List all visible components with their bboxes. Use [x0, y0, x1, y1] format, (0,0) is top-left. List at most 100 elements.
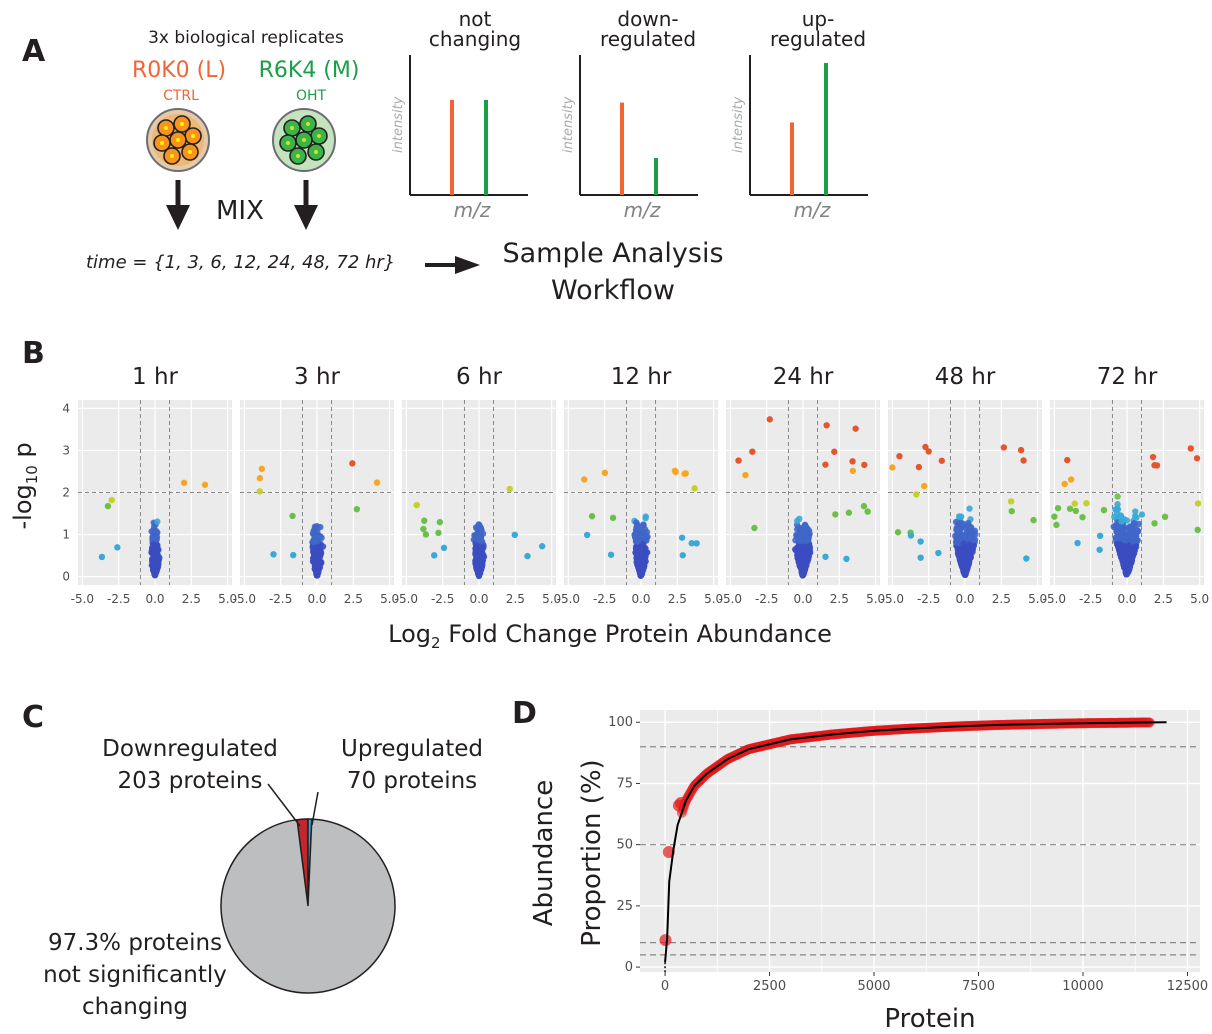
volcano-point — [637, 533, 645, 540]
volcano-point — [314, 558, 321, 565]
mix-label: MIX — [216, 196, 264, 226]
panel-a-schematic — [146, 108, 480, 274]
volcano-point — [256, 488, 264, 495]
volcano-y-tick: 0 — [62, 570, 70, 584]
volcano-x-tick: -5.0 — [233, 592, 256, 606]
medium-peak — [654, 158, 658, 195]
spectrum-ylabel: intensity — [561, 96, 576, 153]
volcano-point — [104, 502, 112, 510]
volcano-point — [312, 538, 319, 545]
volcano-point — [845, 509, 853, 516]
volcano-point — [1114, 506, 1122, 513]
volcano-point — [688, 540, 695, 547]
volcano-point — [1114, 493, 1121, 500]
volcano-point — [643, 528, 651, 536]
volcano-point — [201, 481, 209, 488]
volcano-point — [478, 544, 486, 551]
abundance-y-tick: 25 — [616, 899, 633, 914]
pie-slice-3 — [220, 818, 396, 994]
down-leader-line — [267, 783, 301, 827]
volcano-point — [922, 443, 929, 451]
volcano-point — [108, 496, 115, 504]
volcano-point — [1096, 546, 1103, 553]
volcano-point — [843, 555, 850, 563]
volcano-point — [316, 551, 323, 558]
volcano-point — [735, 457, 742, 464]
volcano-point — [1113, 522, 1120, 529]
spectrum-plot-2: intensity m/z — [561, 55, 698, 222]
volcano-x-tick: -2.5 — [269, 592, 292, 606]
volcano-point — [148, 549, 155, 556]
volcano-point — [98, 553, 106, 561]
volcano-point — [749, 448, 756, 455]
pie-chart — [220, 783, 396, 994]
volcano-point — [935, 549, 942, 557]
volcano-point — [1020, 457, 1027, 464]
volcano-point — [679, 552, 686, 559]
volcano-point — [349, 460, 356, 467]
abundance-y-tick: 75 — [616, 776, 633, 791]
volcano-point — [860, 502, 868, 510]
volcano-x-tick: 2.5 — [992, 592, 1011, 606]
volcano-point — [435, 529, 442, 537]
volcano-point — [861, 461, 868, 469]
volcano-point — [1126, 562, 1133, 570]
light-peak — [450, 99, 454, 195]
volcano-point — [1064, 456, 1071, 464]
volcano-plots: 1 hr -5.0 -2.5 0.0 2.5 5.0 0 1 2 3 4 3 hr -5.0 -2.5 0.… — [62, 364, 1210, 606]
volcano-point — [1053, 521, 1060, 529]
volcano-panel-3: 6 hr -5.0 -2.5 0.0 2.5 5.0 — [395, 364, 562, 606]
volcano-point — [1135, 520, 1143, 528]
volcano-point — [431, 552, 438, 559]
volcano-point — [413, 501, 420, 509]
volcano-point — [373, 479, 381, 486]
volcano-panel-7: 72 hr -5.0 -2.5 0.0 2.5 5.0 — [1043, 364, 1210, 606]
volcano-point — [581, 476, 588, 483]
volcano-point — [150, 554, 157, 561]
volcano-x-tick: -5.0 — [395, 592, 418, 606]
volcano-point — [149, 527, 157, 534]
abundance-x-tick: 2500 — [753, 979, 786, 994]
volcano-point — [1115, 534, 1123, 541]
volcano-point — [822, 461, 829, 468]
volcano-point — [917, 538, 924, 545]
volcano-x-tick: 2.5 — [830, 592, 849, 606]
volcano-point — [958, 523, 966, 531]
volcano-panel-4: 12 hr -5.0 -2.5 0.0 2.5 5.0 — [557, 364, 724, 606]
volcano-point — [588, 512, 596, 520]
volcano-x-tick: 5.0 — [218, 592, 237, 606]
workflow-line1: Sample Analysis — [502, 238, 724, 269]
volcano-point — [1008, 507, 1015, 515]
volcano-point — [634, 538, 642, 545]
volcano-point — [256, 475, 264, 482]
volcano-panel-6: 48 hr -5.0 -2.5 0.0 2.5 5.0 — [881, 364, 1048, 606]
volcano-point — [180, 479, 188, 486]
volcano-point — [1114, 501, 1121, 508]
volcano-point — [907, 532, 915, 539]
volcano-point — [1118, 518, 1125, 525]
volcano-point — [583, 531, 591, 539]
volcano-point — [798, 555, 806, 563]
volcano-point — [889, 464, 896, 471]
abundance-x-tick: 10000 — [1062, 979, 1103, 994]
volcano-point — [422, 531, 430, 538]
time-label: time = {1, 3, 6, 12, 24, 48, 72 hr} — [86, 252, 396, 273]
abundance-x-tick: 0 — [661, 979, 669, 994]
spectrum-3-title-line2: regulated — [769, 27, 867, 51]
volcano-point — [1122, 554, 1129, 562]
medium-cells-dish — [272, 108, 336, 172]
spectrum-xlabel: m/z — [794, 198, 831, 222]
volcano-point — [1066, 505, 1074, 512]
volcano-point — [792, 536, 799, 544]
spectrum-ylabel: intensity — [391, 96, 406, 153]
volcano-point — [609, 514, 617, 522]
volcano-x-tick: 0.0 — [1117, 592, 1136, 606]
volcano-point — [822, 553, 829, 560]
spectrum-2-title-line1: down- — [617, 7, 679, 31]
down-arrow-left — [166, 180, 190, 230]
volcano-point — [799, 561, 807, 569]
volcano-point — [473, 563, 481, 571]
volcano-point — [154, 518, 161, 525]
volcano-point — [601, 469, 609, 477]
spectrum-xlabel: m/z — [454, 198, 491, 222]
